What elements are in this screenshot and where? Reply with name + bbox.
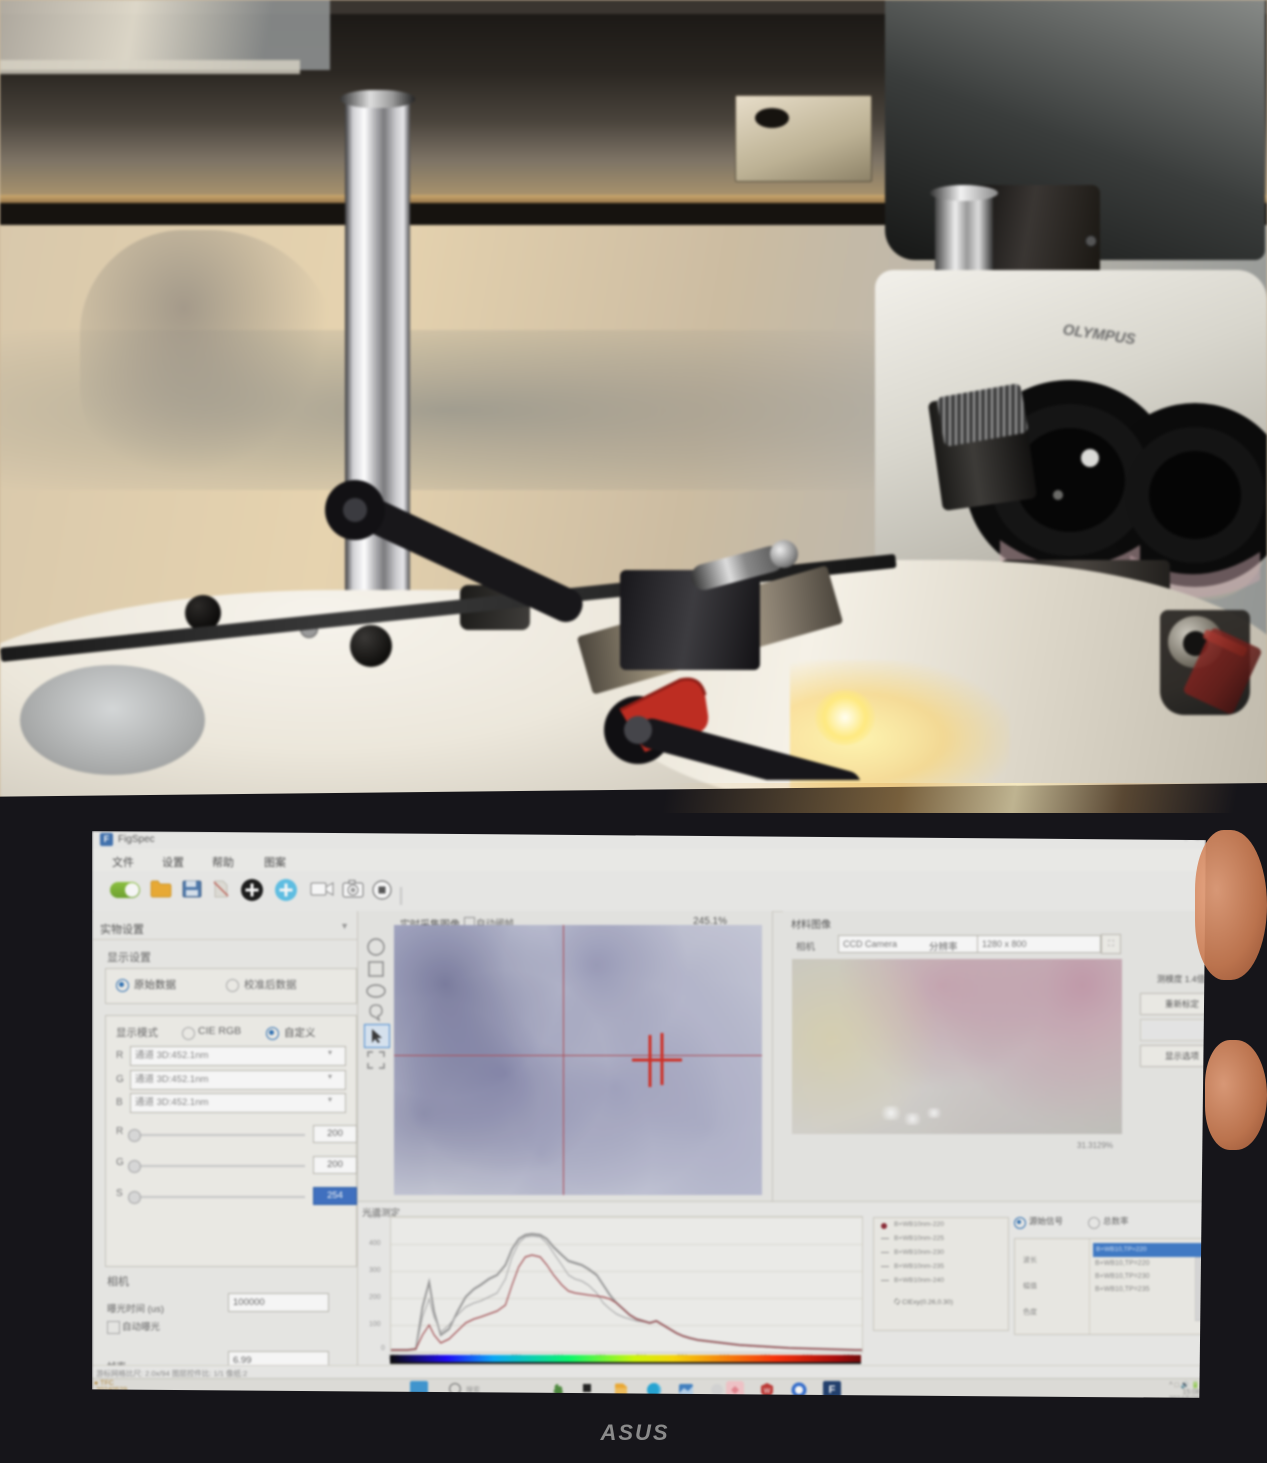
svg-text:W: W (764, 1388, 771, 1395)
